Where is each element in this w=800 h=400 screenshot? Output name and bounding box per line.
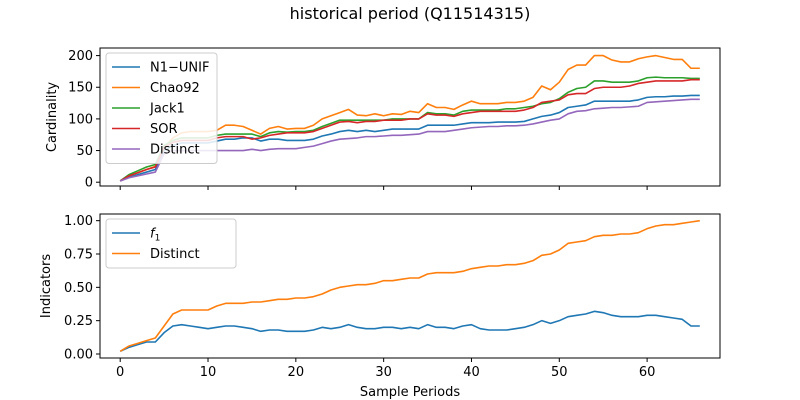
y-tick-label: 0 <box>85 176 93 191</box>
y-tick-label: 1.00 <box>64 214 93 229</box>
x-tick-label: 50 <box>551 365 568 380</box>
bottom-y-axis-label: Indicators <box>39 254 54 318</box>
bottom-axes-frame <box>99 213 721 359</box>
legend-label: Distinct <box>150 247 200 262</box>
top-legend: N1−UNIF Chao92 Jack1 SOR Distinct <box>105 52 218 164</box>
y-tick-label: 50 <box>76 144 93 159</box>
x-tick-label: 30 <box>375 365 392 380</box>
legend-box <box>105 52 218 164</box>
top-x-ticks <box>119 186 648 190</box>
legend-box <box>105 218 237 269</box>
legend-label: SOR <box>150 122 178 137</box>
panel-cardinality: 0 50 100 150 200 Cardinality N1−UNIF Chao92 Ja… <box>45 47 721 191</box>
y-tick-label: 0.00 <box>64 348 93 363</box>
y-tick-label: 0.75 <box>64 248 93 263</box>
series-line-distinct <box>119 219 700 353</box>
chart-title: historical period (Q11514315) <box>290 4 531 23</box>
series-line-f1 <box>119 310 700 353</box>
y-tick-label: 0.25 <box>64 314 93 329</box>
legend-label: f1 <box>150 227 160 244</box>
x-tick-label: 20 <box>288 365 305 380</box>
bottom-legend: f1 Distinct <box>105 218 237 269</box>
legend-label: Distinct <box>150 143 200 158</box>
y-tick-label: 200 <box>68 49 93 64</box>
legend-label: Chao92 <box>150 81 200 96</box>
x-tick-label: 60 <box>639 365 656 380</box>
panel-indicators: 0.00 0.25 0.50 0.75 1.00 0 10 20 30 40 50 60 Indic… <box>39 213 721 400</box>
x-tick-label: 10 <box>200 365 217 380</box>
y-tick-label: 0.50 <box>64 281 93 296</box>
x-axis-label: Sample Periods <box>360 385 460 400</box>
y-tick-label: 100 <box>68 112 93 127</box>
bottom-x-ticks: 0 10 20 30 40 50 60 <box>116 358 655 380</box>
bottom-y-ticks: 0.00 0.25 0.50 0.75 1.00 <box>64 214 100 363</box>
legend-label: N1−UNIF <box>150 61 209 76</box>
bottom-series-lines <box>119 219 700 353</box>
x-tick-label: 40 <box>463 365 480 380</box>
legend-label: Jack1 <box>149 102 185 117</box>
y-tick-label: 150 <box>68 81 93 96</box>
top-y-axis-label: Cardinality <box>45 82 60 153</box>
top-axes-frame <box>99 47 721 187</box>
top-y-ticks: 0 50 100 150 200 <box>68 49 100 191</box>
x-tick-label: 0 <box>116 365 124 380</box>
